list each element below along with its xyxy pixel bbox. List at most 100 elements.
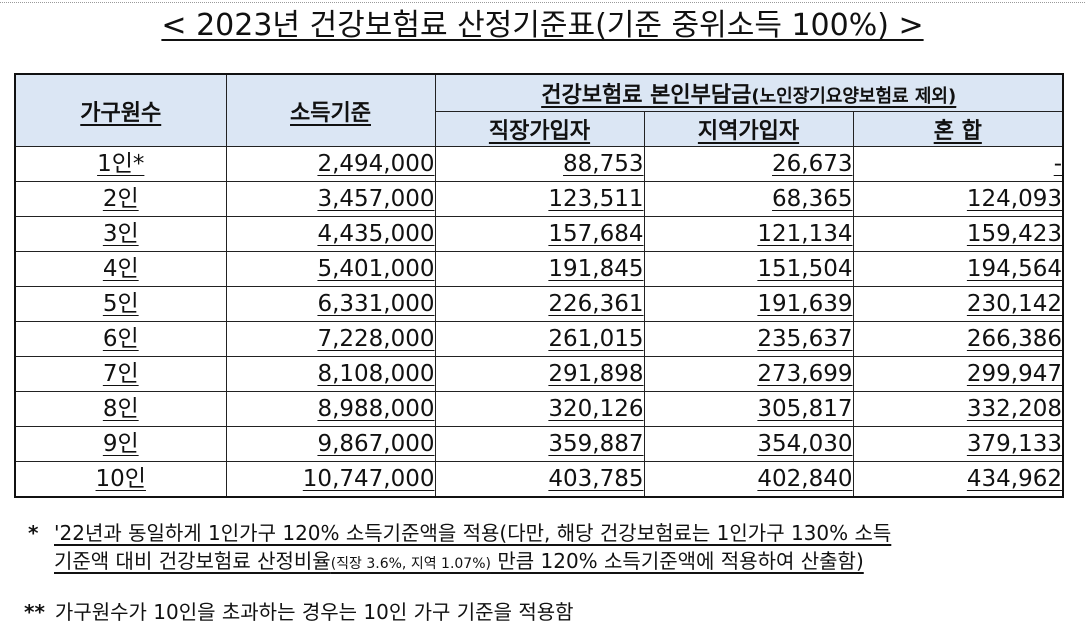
cell-mixed-value: 332,208 (966, 396, 1063, 422)
header-row-1: 가구원수 소득기준 건강보험료 본인부담금(노인장기요양보험료 제외) (14, 73, 1064, 147)
cell-people: 7인 (14, 356, 227, 392)
cell-income: 5,401,000 (225, 251, 436, 287)
cell-income: 10,747,000 (225, 461, 436, 498)
cell-regional: 68,365 (643, 181, 854, 217)
cell-mixed: - (852, 146, 1064, 182)
cell-mixed-value: 299,947 (966, 361, 1063, 387)
cell-mixed-value: 159,423 (966, 221, 1063, 247)
header-employee-label: 직장가입자 (488, 119, 591, 144)
cell-regional: 26,673 (643, 146, 854, 182)
cell-regional-value: 121,134 (757, 221, 853, 247)
premium-table: 가구원수 소득기준 건강보험료 본인부담금(노인장기요양보험료 제외) 직장가입… (14, 73, 1065, 498)
cell-people: 1인* (14, 146, 227, 182)
header-income: 소득기준 (225, 73, 436, 147)
cell-regional: 235,637 (643, 321, 854, 357)
table-row: 4인 5,401,000 191,845 151,504 194,564 (14, 251, 1064, 287)
cell-employee-value: 226,361 (548, 291, 644, 317)
table-row: 5인 6,331,000 226,361 191,639 230,142 (14, 286, 1064, 322)
cell-regional: 305,817 (643, 391, 854, 427)
cell-regional: 273,699 (643, 356, 854, 392)
header-mixed: 혼 합 (852, 111, 1064, 147)
table-row: 10인 10,747,000 403,785 402,840 434,962 (14, 461, 1064, 498)
header-regional-label: 지역가입자 (697, 119, 800, 144)
cell-regional: 402,840 (643, 461, 854, 498)
cell-income: 8,108,000 (225, 356, 436, 392)
cell-income: 8,988,000 (225, 391, 436, 427)
cell-employee: 123,511 (434, 181, 645, 217)
cell-regional-value: 26,673 (772, 151, 853, 177)
cell-employee: 157,684 (434, 216, 645, 252)
header-household: 가구원수 (14, 73, 227, 147)
table-row: 3인 4,435,000 157,684 121,134 159,423 (14, 216, 1064, 252)
cell-regional: 354,030 (643, 426, 854, 462)
page-title-text: < 2023년 건강보험료 산정기준표(기준 중위소득 100%) > (161, 8, 924, 43)
cell-income: 3,457,000 (225, 181, 436, 217)
cell-regional-value: 273,699 (757, 361, 853, 387)
table-row: 2인 3,457,000 123,511 68,365 124,093 (14, 181, 1064, 217)
cell-employee-value: 291,898 (548, 361, 644, 387)
cell-regional: 121,134 (643, 216, 854, 252)
table-row: 6인 7,228,000 261,015 235,637 266,386 (14, 321, 1064, 357)
header-premium: 건강보험료 본인부담금(노인장기요양보험료 제외) (434, 73, 1064, 112)
cell-people: 8인 (14, 391, 227, 427)
header-premium-label: 건강보험료 본인부담금 (541, 83, 752, 108)
cell-employee: 226,361 (434, 286, 645, 322)
cell-income-value: 4,435,000 (317, 221, 435, 247)
cell-employee: 191,845 (434, 251, 645, 287)
footnote-2: ** 가구원수가 10인을 초과하는 경우는 10인 가구 기준을 적용함 (24, 598, 574, 626)
top-dotted-rule (0, 2, 1085, 3)
cell-regional-value: 191,639 (757, 291, 853, 317)
cell-employee: 320,126 (434, 391, 645, 427)
footnote-1-line-2a: 기준액 대비 건강보험료 산정비율 (54, 549, 331, 573)
cell-people-value: 2인 (102, 186, 139, 212)
header-household-label: 가구원수 (80, 100, 162, 126)
cell-mixed: 230,142 (852, 286, 1064, 322)
cell-mixed-value: 194,564 (966, 256, 1063, 282)
header-row-2: 직장가입자 지역가입자 혼 합 (15, 111, 1064, 147)
cell-mixed: 124,093 (852, 181, 1064, 217)
cell-employee-value: 403,785 (548, 466, 644, 492)
cell-regional-value: 305,817 (757, 396, 853, 422)
cell-mixed-value: 230,142 (966, 291, 1063, 317)
cell-income-value: 10,747,000 (302, 466, 435, 492)
cell-income: 2,494,000 (225, 146, 436, 182)
footnote-1-line-1: '22년과 동일하게 1인가구 120% 소득기준액을 적용(다만, 해당 건강… (54, 521, 892, 545)
cell-employee: 291,898 (434, 356, 645, 392)
cell-people-value: 10인 (95, 466, 146, 492)
footnote-1-marker: * (28, 521, 39, 545)
cell-mixed-value: - (1053, 151, 1063, 177)
cell-people: 4인 (14, 251, 227, 287)
cell-employee-value: 261,015 (548, 326, 644, 352)
cell-regional: 151,504 (643, 251, 854, 287)
cell-regional-value: 151,504 (757, 256, 853, 282)
cell-income-value: 9,867,000 (317, 431, 435, 457)
cell-people-value: 3인 (102, 221, 139, 247)
cell-income-value: 3,457,000 (317, 186, 435, 212)
header-regional: 지역가입자 (643, 111, 854, 147)
cell-regional-value: 402,840 (757, 466, 853, 492)
cell-people-value: 4인 (102, 256, 139, 282)
table-row: 7인 8,108,000 291,898 273,699 299,947 (14, 356, 1064, 392)
cell-income-value: 5,401,000 (317, 256, 435, 282)
cell-mixed: 159,423 (852, 216, 1064, 252)
cell-employee: 88,753 (434, 146, 645, 182)
cell-employee: 261,015 (434, 321, 645, 357)
cell-mixed: 434,962 (852, 461, 1064, 498)
header-employee: 직장가입자 (434, 111, 645, 147)
cell-employee: 403,785 (434, 461, 645, 498)
cell-people-value: 7인 (102, 361, 139, 387)
cell-income-value: 6,331,000 (317, 291, 435, 317)
cell-income-value: 8,108,000 (317, 361, 435, 387)
footnote-2-text: 가구원수가 10인을 초과하는 경우는 10인 가구 기준을 적용함 (54, 600, 574, 624)
cell-mixed: 299,947 (852, 356, 1064, 392)
footnote-2-marker: ** (24, 600, 45, 624)
cell-people-value: 1인* (97, 151, 145, 177)
cell-income: 6,331,000 (225, 286, 436, 322)
cell-people: 6인 (14, 321, 227, 357)
cell-mixed: 332,208 (852, 391, 1064, 427)
cell-regional: 191,639 (643, 286, 854, 322)
cell-people-value: 9인 (102, 431, 139, 457)
footnote-1-line-2c: 만큼 120% 소득기준액에 적용하여 산출함) (490, 549, 864, 573)
cell-people: 10인 (14, 461, 227, 498)
cell-income-value: 2,494,000 (317, 151, 435, 177)
